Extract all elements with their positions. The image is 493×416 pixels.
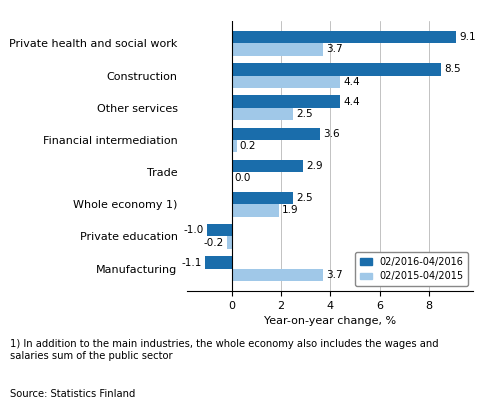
Text: 3.7: 3.7 — [326, 45, 343, 54]
Text: 2.5: 2.5 — [296, 109, 313, 119]
Text: 2.9: 2.9 — [306, 161, 323, 171]
Text: 3.7: 3.7 — [326, 270, 343, 280]
Text: -0.2: -0.2 — [204, 238, 224, 248]
Bar — [232, 128, 320, 140]
Bar — [232, 269, 323, 281]
Bar — [207, 224, 232, 236]
Bar — [232, 76, 340, 88]
Legend: 02/2016-04/2016, 02/2015-04/2015: 02/2016-04/2016, 02/2015-04/2015 — [355, 252, 468, 286]
Bar — [232, 96, 340, 108]
Text: 4.4: 4.4 — [343, 77, 360, 87]
Text: Source: Statistics Finland: Source: Statistics Finland — [10, 389, 135, 399]
Text: 9.1: 9.1 — [459, 32, 476, 42]
Bar — [232, 43, 323, 56]
Text: 4.4: 4.4 — [343, 97, 360, 106]
Bar — [232, 192, 293, 204]
Bar — [232, 160, 303, 172]
Bar — [227, 236, 232, 249]
Text: 0.2: 0.2 — [240, 141, 256, 151]
X-axis label: Year-on-year change, %: Year-on-year change, % — [264, 317, 396, 327]
Text: 1) In addition to the main industries, the whole economy also includes the wages: 1) In addition to the main industries, t… — [10, 339, 438, 361]
Text: -1.1: -1.1 — [181, 258, 202, 267]
Text: 2.5: 2.5 — [296, 193, 313, 203]
Bar — [205, 256, 232, 269]
Text: 0.0: 0.0 — [235, 173, 251, 183]
Bar — [232, 108, 293, 120]
Text: 1.9: 1.9 — [282, 206, 298, 215]
Text: 8.5: 8.5 — [444, 64, 461, 74]
Bar — [232, 140, 237, 152]
Bar — [232, 204, 279, 216]
Bar — [232, 63, 441, 76]
Text: -1.0: -1.0 — [184, 225, 204, 235]
Text: 3.6: 3.6 — [323, 129, 340, 139]
Bar — [232, 31, 456, 43]
